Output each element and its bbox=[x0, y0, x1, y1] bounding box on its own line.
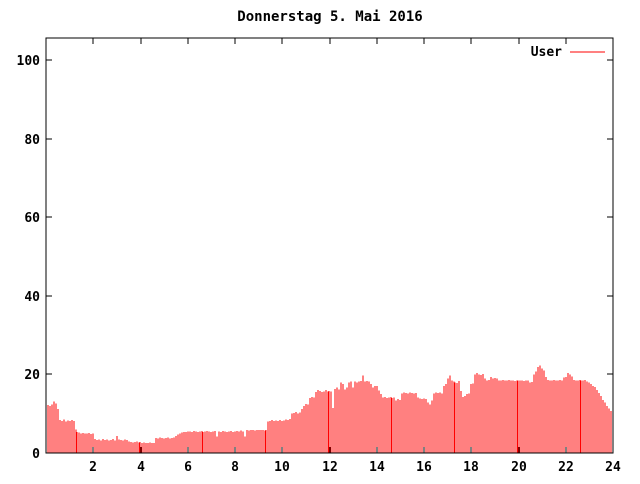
x-tick-label: 14 bbox=[369, 460, 385, 475]
y-tick-label: 60 bbox=[24, 211, 40, 226]
x-tick-label: 24 bbox=[605, 460, 621, 475]
y-tick-label: 0 bbox=[32, 447, 40, 462]
x-tick-label: 22 bbox=[558, 460, 574, 475]
chart-title: Donnerstag 5. Mai 2016 bbox=[237, 9, 422, 25]
x-tick-label: 6 bbox=[184, 460, 192, 475]
plot-axes bbox=[45, 37, 614, 454]
x-axis-tick-labels: 2 4 6 8 10 12 14 16 18 20 22 24 bbox=[89, 460, 621, 475]
x-tick-label: 4 bbox=[137, 460, 145, 475]
x-tick-label: 16 bbox=[416, 460, 432, 475]
y-tick-label: 80 bbox=[24, 133, 40, 148]
x-tick-label: 10 bbox=[274, 460, 290, 475]
x-tick-label: 2 bbox=[89, 460, 97, 475]
y-tick-label: 40 bbox=[24, 290, 40, 305]
x-tick-label: 8 bbox=[231, 460, 239, 475]
legend: User bbox=[531, 45, 605, 60]
legend-label-user: User bbox=[531, 45, 562, 60]
x-tick-label: 20 bbox=[511, 460, 527, 475]
x-tick-label: 18 bbox=[463, 460, 479, 475]
y-tick-label: 100 bbox=[17, 54, 41, 69]
series-user-impulses bbox=[47, 365, 614, 453]
x-tick-label: 12 bbox=[322, 460, 338, 475]
y-axis-tick-labels: 0 20 40 60 80 100 bbox=[17, 54, 41, 462]
y-tick-label: 20 bbox=[24, 368, 40, 383]
